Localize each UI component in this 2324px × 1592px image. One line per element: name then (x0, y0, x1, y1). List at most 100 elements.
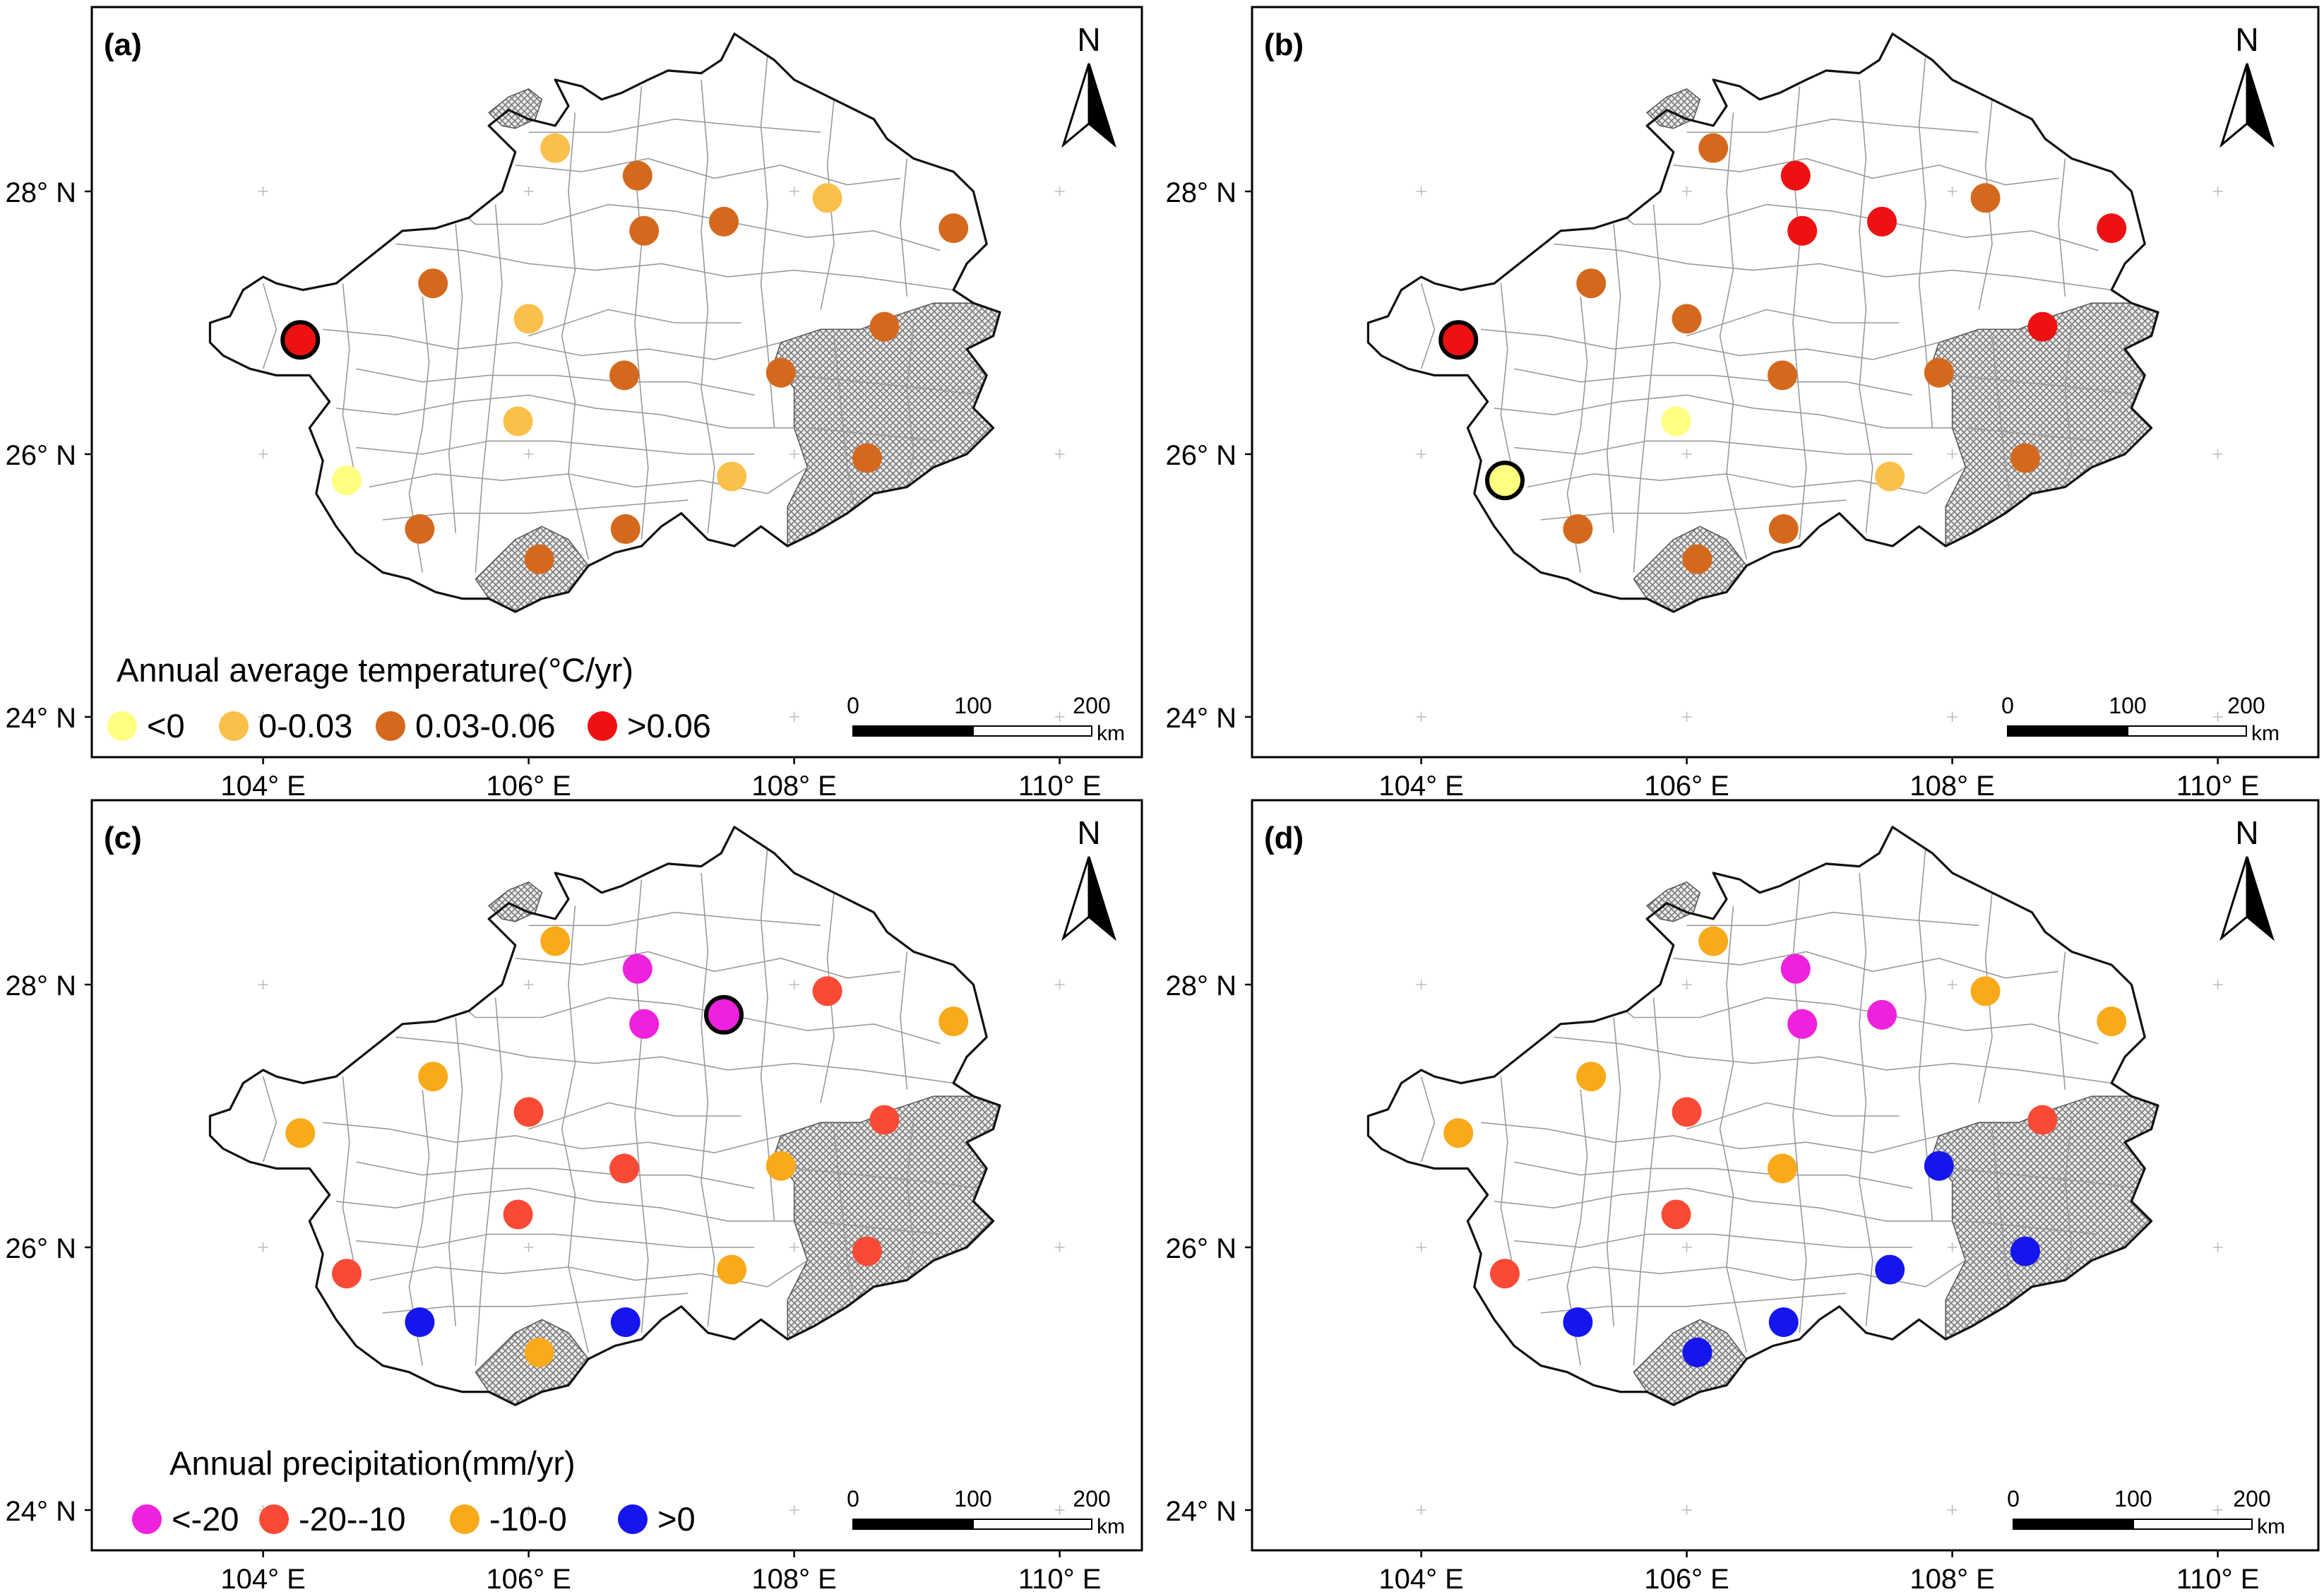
station-marker (2027, 1105, 2057, 1135)
station-marker (1662, 407, 1691, 436)
station-marker (1672, 1097, 1702, 1127)
station-marker (1971, 976, 2001, 1006)
station-marker (938, 1006, 968, 1036)
station-marker (717, 1255, 746, 1285)
lon-tick-label: 108° E (751, 771, 837, 802)
lat-tick-label: 28° N (1166, 970, 1237, 1002)
panel-label: (a) (104, 28, 142, 62)
station-marker (282, 322, 318, 357)
station-marker (869, 312, 899, 342)
lat-tick-label: 28° N (6, 177, 77, 208)
station-marker (1781, 161, 1811, 191)
lon-tick-label: 110° E (2176, 771, 2260, 802)
lat-tick-label: 24° N (1166, 703, 1237, 734)
station-marker (525, 545, 554, 574)
station-marker (1443, 1118, 1473, 1148)
station-marker (1563, 1307, 1592, 1337)
station-marker (852, 444, 882, 473)
station-marker (1487, 463, 1522, 498)
legend-swatch (259, 1504, 289, 1534)
station-marker (709, 207, 739, 237)
scale-bar-empty (2128, 726, 2246, 736)
lat-tick-label: 26° N (1166, 440, 1237, 471)
legend-title: Annual average temperature(°C/yr) (117, 651, 633, 689)
legend-title: Annual precipitation(mm/yr) (169, 1444, 576, 1482)
lon-tick-label: 110° E (1018, 771, 1102, 802)
panel-label: (b) (1264, 28, 1304, 62)
station-marker (1662, 1200, 1691, 1230)
lon-tick-label: 108° E (1909, 1564, 1995, 1588)
scale-bar-unit: km (2251, 722, 2280, 745)
station-marker (2010, 444, 2040, 473)
lat-tick-label: 26° N (1166, 1233, 1237, 1264)
station-marker (717, 462, 746, 492)
map-panel-d: (d)NSummer precipitation(mm/yr)<-20-20--… (1166, 800, 2324, 1588)
lon-tick-label: 104° E (220, 771, 306, 802)
station-marker (1867, 1000, 1897, 1030)
lon-tick-label: 106° E (1644, 771, 1729, 802)
legend-swatch (376, 711, 405, 741)
station-marker (405, 1307, 434, 1337)
legend-item-label: >0 (657, 1500, 696, 1538)
lon-tick-label: 108° E (751, 1564, 837, 1588)
scale-bar-label: 200 (1073, 693, 1110, 718)
station-marker (1576, 268, 1606, 298)
station-marker (2010, 1237, 2040, 1266)
station-marker (1924, 358, 1954, 388)
station-marker (1769, 514, 1799, 544)
north-arrow-label: N (1077, 21, 1100, 58)
station-marker (609, 360, 639, 390)
station-marker (609, 1153, 639, 1183)
legend-swatch (618, 1504, 648, 1534)
station-marker (1875, 1255, 1905, 1285)
station-marker (629, 1009, 659, 1039)
lon-tick-label: 104° E (1378, 1564, 1464, 1588)
panel-label: (d) (1264, 821, 1304, 855)
station-marker (1768, 1153, 1797, 1183)
station-marker (1971, 183, 2001, 213)
legend-item-label: 0.03-0.06 (415, 707, 556, 744)
lon-tick-label: 106° E (1644, 1564, 1729, 1588)
station-marker (611, 514, 640, 544)
scale-bar-empty (973, 1519, 1092, 1529)
station-marker (418, 268, 448, 298)
station-marker (766, 358, 796, 388)
station-marker (503, 407, 533, 436)
station-marker (1490, 1259, 1520, 1288)
panel-label: (c) (104, 821, 142, 855)
scale-bar-label: 0 (2001, 693, 2014, 718)
lat-tick-label: 24° N (6, 1496, 77, 1527)
legend-swatch (132, 1504, 162, 1534)
station-marker (405, 514, 434, 544)
legend-item-label: -20--10 (299, 1500, 406, 1538)
station-marker (1924, 1151, 1954, 1181)
station-marker (1576, 1062, 1606, 1091)
lon-tick-label: 104° E (1378, 771, 1464, 802)
station-marker (514, 1097, 544, 1127)
station-marker (1683, 1338, 1712, 1367)
station-marker (629, 216, 659, 246)
lat-tick-label: 24° N (1166, 1496, 1237, 1527)
station-marker (1698, 927, 1728, 956)
scale-bar-label: 200 (2227, 693, 2265, 718)
station-marker (813, 183, 842, 213)
station-marker (540, 133, 570, 163)
station-marker (1769, 1307, 1799, 1337)
scale-bar-label: 0 (2007, 1486, 2020, 1511)
legend-item-label: -10-0 (489, 1500, 567, 1538)
north-arrow-label: N (1077, 814, 1100, 851)
station-marker (525, 1338, 554, 1367)
lon-tick-label: 106° E (486, 771, 571, 802)
legend-swatch (107, 711, 137, 741)
station-marker (1441, 322, 1476, 357)
station-marker (514, 304, 544, 333)
station-marker (332, 465, 362, 495)
north-arrow-label: N (2235, 814, 2258, 851)
scale-bar-label: 100 (954, 693, 991, 718)
station-marker (2097, 1006, 2126, 1036)
station-marker (540, 927, 570, 956)
